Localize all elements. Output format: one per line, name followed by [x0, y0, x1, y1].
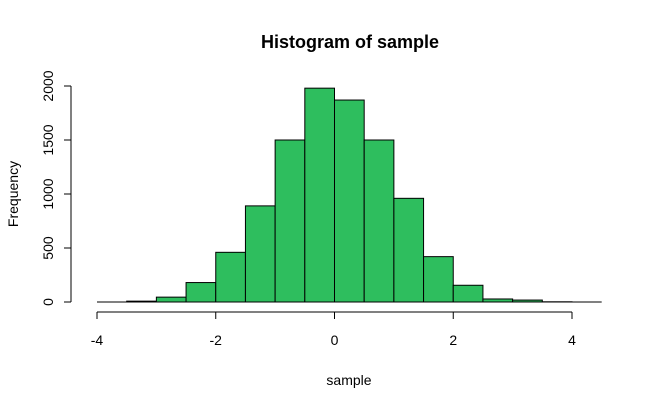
histogram-bar-12	[452, 284, 484, 303]
histogram-bar-14	[512, 299, 543, 303]
bars-group	[97, 87, 602, 303]
chart-title: Histogram of sample	[261, 32, 439, 52]
y-axis-label: Frequency	[5, 161, 21, 227]
histogram-bar-5	[244, 205, 276, 303]
histogram-bar-6	[274, 139, 306, 303]
y-tick-label: 1000	[40, 178, 56, 209]
histogram-bar-11	[423, 256, 454, 303]
y-tick-label: 500	[40, 236, 56, 260]
histogram-bar-8	[334, 99, 365, 303]
histogram-bar-3	[185, 282, 217, 303]
y-tick-label: 1500	[40, 124, 56, 155]
histogram-bar-9	[363, 139, 395, 303]
y-axis-ticks: 0 500 1000 1500 2000	[40, 70, 71, 306]
y-tick-label: 0	[40, 298, 56, 306]
x-tick-label: -2	[210, 332, 223, 348]
x-tick-label: 0	[331, 332, 339, 348]
histogram-bar-1	[126, 300, 157, 303]
histogram-bar-10	[393, 197, 425, 303]
y-tick-label: 2000	[40, 70, 56, 101]
histogram-bar-4	[215, 251, 246, 303]
x-axis-ticks: -4 -2 0 2 4	[91, 312, 576, 348]
x-tick-label: -4	[91, 332, 104, 348]
histogram-bar-7	[304, 87, 335, 303]
x-tick-label: 2	[449, 332, 457, 348]
histogram-bar-2	[155, 296, 187, 303]
histogram-bar-13	[482, 298, 514, 303]
x-tick-label: 4	[568, 332, 576, 348]
x-axis-label: sample	[326, 372, 371, 388]
